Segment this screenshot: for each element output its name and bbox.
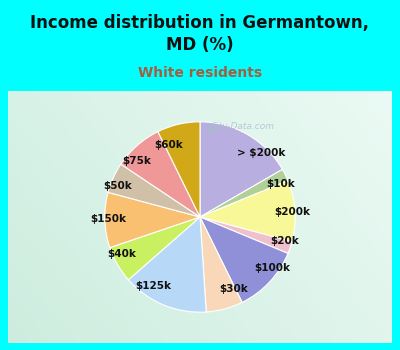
Wedge shape — [108, 164, 200, 217]
Text: $75k: $75k — [122, 156, 166, 180]
Text: $150k: $150k — [90, 215, 150, 224]
Text: $60k: $60k — [154, 140, 188, 168]
Wedge shape — [200, 122, 282, 217]
Wedge shape — [110, 217, 200, 280]
Wedge shape — [200, 217, 242, 312]
Text: White residents: White residents — [138, 66, 262, 80]
Text: $200k: $200k — [250, 207, 310, 217]
Text: > $200k: > $200k — [226, 148, 286, 174]
Wedge shape — [158, 122, 200, 217]
Wedge shape — [200, 181, 295, 241]
Text: $30k: $30k — [214, 265, 248, 294]
Text: $100k: $100k — [237, 251, 290, 273]
Wedge shape — [128, 217, 206, 312]
Text: $10k: $10k — [245, 179, 295, 195]
Wedge shape — [200, 217, 288, 302]
Wedge shape — [200, 217, 292, 253]
Text: City-Data.com: City-Data.com — [211, 122, 275, 131]
Text: $125k: $125k — [136, 263, 180, 290]
Wedge shape — [200, 169, 288, 217]
Text: $50k: $50k — [104, 181, 154, 197]
Text: $40k: $40k — [107, 242, 156, 259]
Text: Income distribution in Germantown,
MD (%): Income distribution in Germantown, MD (%… — [30, 14, 370, 54]
Text: $20k: $20k — [248, 233, 299, 246]
Wedge shape — [105, 193, 200, 247]
Wedge shape — [121, 132, 200, 217]
